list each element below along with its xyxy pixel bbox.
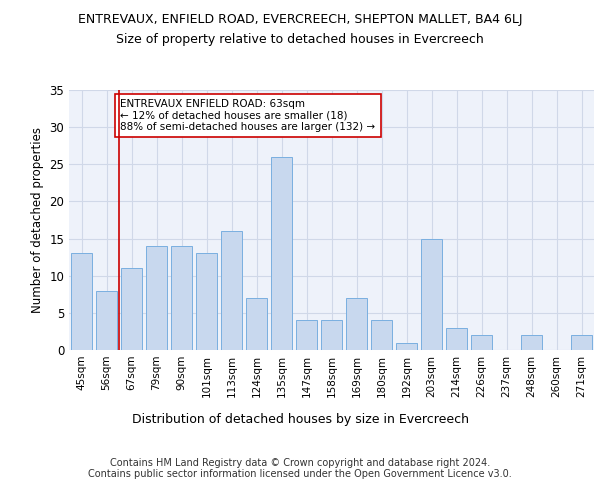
- Bar: [446, 328, 467, 350]
- Bar: [121, 268, 142, 350]
- Text: Distribution of detached houses by size in Evercreech: Distribution of detached houses by size …: [131, 412, 469, 426]
- Bar: [346, 298, 367, 350]
- Bar: [321, 320, 342, 350]
- Text: Contains HM Land Registry data © Crown copyright and database right 2024.
Contai: Contains HM Land Registry data © Crown c…: [88, 458, 512, 479]
- Bar: [571, 335, 592, 350]
- Y-axis label: Number of detached properties: Number of detached properties: [31, 127, 44, 313]
- Bar: [71, 254, 92, 350]
- Bar: [421, 238, 442, 350]
- Bar: [246, 298, 267, 350]
- Bar: [146, 246, 167, 350]
- Bar: [471, 335, 492, 350]
- Bar: [196, 254, 217, 350]
- Bar: [371, 320, 392, 350]
- Bar: [171, 246, 192, 350]
- Bar: [271, 157, 292, 350]
- Bar: [221, 231, 242, 350]
- Bar: [296, 320, 317, 350]
- Text: ENTREVAUX ENFIELD ROAD: 63sqm
← 12% of detached houses are smaller (18)
88% of s: ENTREVAUX ENFIELD ROAD: 63sqm ← 12% of d…: [120, 99, 376, 132]
- Bar: [96, 290, 117, 350]
- Bar: [396, 342, 417, 350]
- Text: Size of property relative to detached houses in Evercreech: Size of property relative to detached ho…: [116, 32, 484, 46]
- Text: ENTREVAUX, ENFIELD ROAD, EVERCREECH, SHEPTON MALLET, BA4 6LJ: ENTREVAUX, ENFIELD ROAD, EVERCREECH, SHE…: [78, 12, 522, 26]
- Bar: [521, 335, 542, 350]
